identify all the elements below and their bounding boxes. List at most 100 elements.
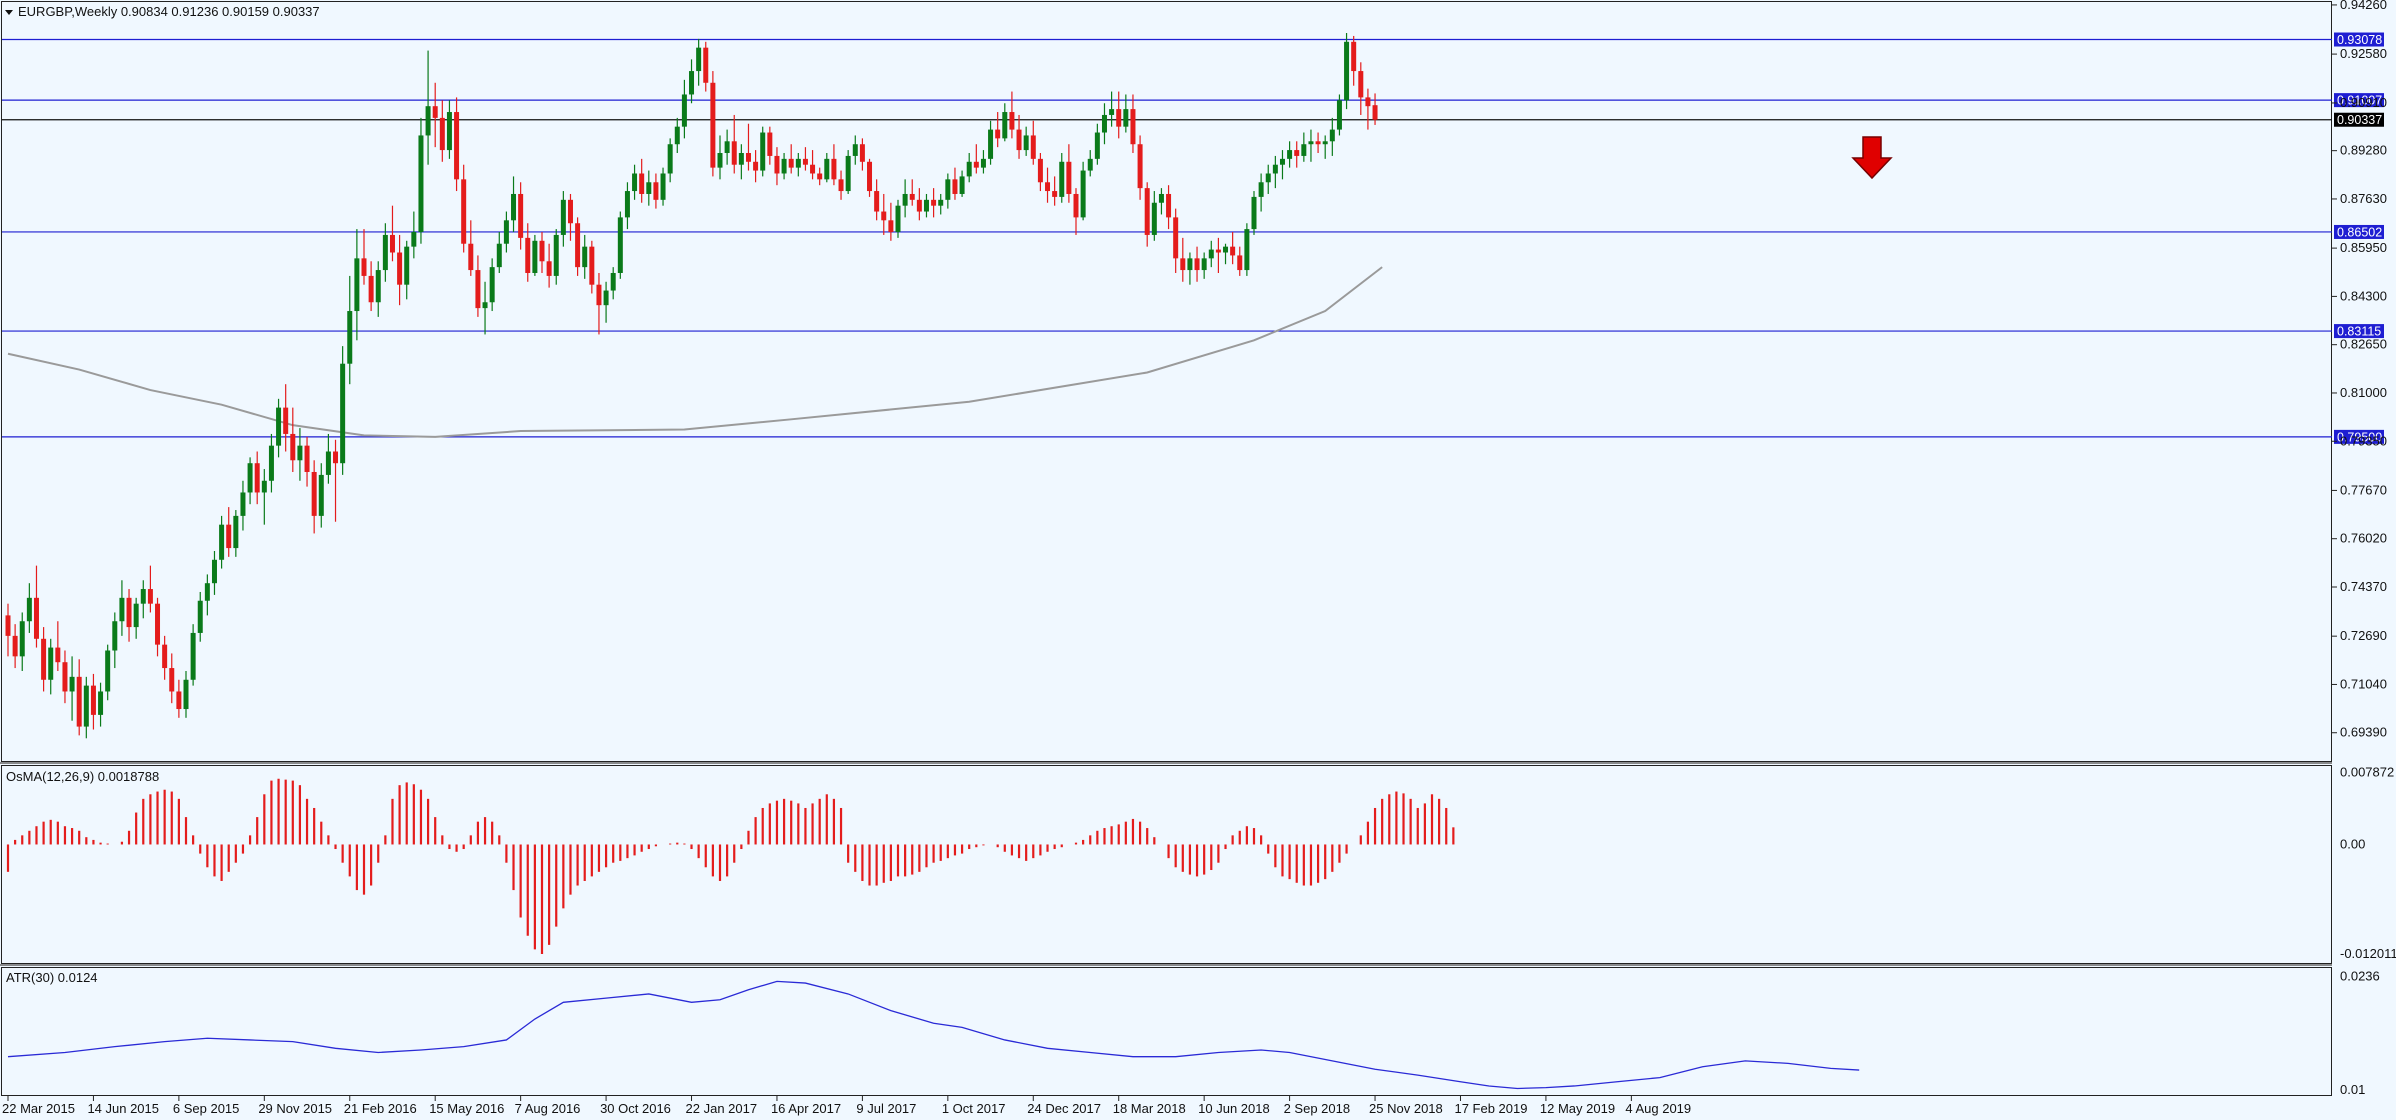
candle: [496, 232, 502, 273]
candle: [361, 229, 367, 285]
candle: [1059, 153, 1065, 203]
candle: [162, 635, 168, 680]
candle-body: [382, 234, 388, 271]
candle: [1094, 123, 1100, 165]
candle-body: [169, 668, 175, 692]
osma-title: OsMA(12,26,9) 0.0018788: [6, 769, 159, 784]
candle-body: [710, 82, 716, 168]
candle: [511, 176, 517, 233]
candle: [439, 100, 445, 162]
moving-average-layer: [7, 266, 1383, 438]
candle-body: [162, 644, 168, 669]
candle: [482, 281, 488, 335]
candle: [55, 621, 61, 671]
candle-body: [1322, 141, 1328, 145]
candle: [1151, 191, 1157, 241]
candle: [1087, 150, 1093, 177]
candle: [710, 71, 716, 177]
candle: [468, 220, 474, 276]
candle-body: [952, 179, 958, 194]
candle-body: [525, 237, 531, 273]
sell-arrow-icon[interactable]: [1851, 136, 1893, 180]
candle-body: [126, 597, 132, 628]
candle: [276, 398, 282, 458]
candle: [69, 656, 75, 721]
candle: [140, 580, 146, 619]
candle: [795, 153, 801, 177]
candle-body: [1351, 41, 1357, 72]
price-tick-label: 0.81000: [2340, 385, 2387, 400]
candle-body: [1251, 196, 1257, 230]
candle-body: [1109, 109, 1115, 115]
time-axis: 22 Mar 2015 14 Jun 2015 6 Sep 2015 29 Nov 2…: [2, 1096, 1691, 1116]
candle-body: [717, 153, 723, 168]
candle-body: [1130, 109, 1136, 145]
candle: [938, 193, 944, 215]
candle: [219, 515, 225, 569]
candle: [290, 407, 296, 472]
candle-body: [553, 234, 559, 276]
candle-body: [1080, 170, 1086, 218]
candle-body: [140, 589, 146, 604]
candle-body: [446, 112, 452, 151]
candle: [446, 100, 452, 159]
candle: [333, 439, 339, 522]
candle-body: [1223, 246, 1229, 253]
candle-body: [1137, 144, 1143, 189]
candle: [418, 117, 424, 244]
candle: [1365, 88, 1371, 130]
candle-body: [902, 193, 908, 206]
price-tick-label: 0.71040: [2340, 676, 2387, 691]
osma-tick-label: 0.007872: [2340, 765, 2394, 780]
candle-body: [724, 141, 730, 154]
candle-body: [1052, 191, 1058, 197]
candle: [368, 261, 374, 312]
candle-body: [1230, 246, 1236, 256]
candle: [774, 147, 780, 186]
candle: [667, 138, 673, 183]
candle: [689, 59, 695, 104]
candle: [717, 135, 723, 180]
candle: [404, 240, 410, 300]
candle-body: [745, 153, 751, 162]
candle: [1329, 117, 1335, 156]
candle-body: [155, 603, 161, 645]
candle-body: [183, 679, 189, 710]
candle-body: [539, 240, 545, 262]
candle: [1137, 135, 1143, 200]
candle: [1230, 232, 1236, 265]
candle-body: [831, 158, 837, 180]
candle-body: [439, 117, 445, 151]
triangle-down-icon[interactable]: [5, 10, 13, 15]
candle-body: [283, 407, 289, 434]
candle-body: [624, 191, 630, 218]
candle: [12, 624, 18, 669]
level-price-badge: [2334, 32, 2384, 47]
candle: [1173, 208, 1179, 273]
candle-body: [325, 451, 331, 475]
candle: [817, 167, 823, 186]
price-tick-label: 0.87630: [2340, 191, 2387, 206]
candle: [567, 193, 573, 241]
candle-body: [518, 193, 524, 238]
candle-body: [795, 158, 801, 168]
candle-body: [1215, 249, 1221, 253]
time-tick-label: 21 Feb 2016: [344, 1101, 417, 1116]
candle: [867, 158, 873, 197]
level-price-label: 0.86502: [2337, 225, 2382, 239]
candle-body: [1094, 132, 1100, 159]
candle: [532, 234, 538, 276]
candle-body: [1244, 229, 1250, 271]
price-tick-label: 0.79350: [2340, 433, 2387, 448]
candle-body: [482, 302, 488, 309]
candle: [831, 144, 837, 186]
candle-body: [48, 647, 54, 680]
level-price-label: 0.83115: [2337, 325, 2381, 339]
candle-body: [931, 199, 937, 206]
candle: [909, 179, 915, 206]
candle: [41, 627, 47, 692]
candle: [1023, 126, 1029, 156]
candle-body: [938, 199, 944, 206]
atr-pane: [1, 967, 2332, 1096]
